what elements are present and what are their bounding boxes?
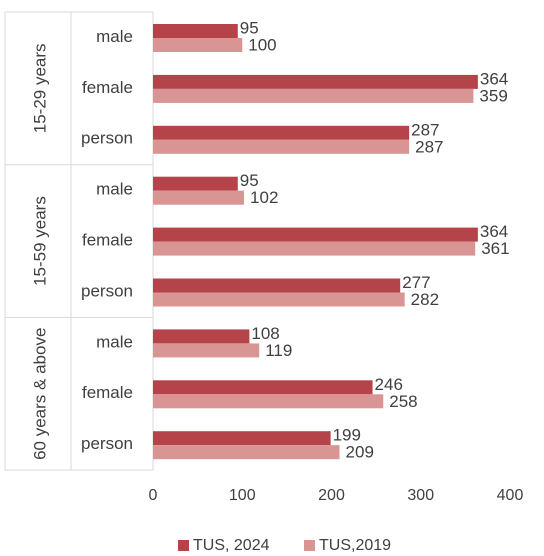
x-tick-label: 0 xyxy=(149,487,158,504)
data-label: 287 xyxy=(411,120,439,139)
legend-label: TUS, 2024 xyxy=(193,537,270,554)
bar-tus-2024 xyxy=(153,24,238,38)
data-labels: 9510036435928728795102364361277282108119… xyxy=(240,18,510,461)
legend-swatch xyxy=(304,540,315,551)
bar-tus-2024 xyxy=(153,74,478,89)
data-label: 361 xyxy=(481,239,509,258)
category-label: male xyxy=(96,332,133,351)
bar-tus-2024 xyxy=(153,125,410,140)
data-label: 246 xyxy=(375,375,403,394)
bars xyxy=(153,24,478,460)
axes: 15-29 years male female person 15-59 years ma… xyxy=(4,11,524,504)
data-label: 108 xyxy=(251,324,279,343)
data-label: 359 xyxy=(479,86,507,105)
category-label: person xyxy=(81,281,133,300)
category-label: female xyxy=(82,383,133,402)
data-label: 287 xyxy=(415,137,443,156)
category-label: female xyxy=(82,231,133,250)
bar-tus-2024 xyxy=(153,431,331,446)
data-label: 100 xyxy=(248,35,276,54)
bar-tus-2019 xyxy=(153,343,260,358)
bar-tus-2024 xyxy=(153,176,238,191)
data-label: 258 xyxy=(389,392,417,411)
data-label: 102 xyxy=(250,188,278,207)
data-label: 209 xyxy=(346,443,374,462)
bar-tus-2024 xyxy=(153,278,401,293)
legend-label: TUS,2019 xyxy=(319,537,391,554)
group-label: 15-29 years xyxy=(30,43,49,133)
data-label: 95 xyxy=(240,18,259,37)
bar-tus-2019 xyxy=(153,38,243,52)
category-label: person xyxy=(81,434,133,453)
category-label: person xyxy=(81,129,133,148)
bar-tus-2019 xyxy=(153,88,474,103)
category-label: male xyxy=(96,180,133,199)
bar-tus-2019 xyxy=(153,241,476,256)
data-label: 364 xyxy=(480,69,508,88)
x-tick-label: 100 xyxy=(229,487,256,504)
category-label: female xyxy=(82,78,133,97)
data-label: 277 xyxy=(402,273,430,292)
legend-swatch xyxy=(178,540,189,551)
legend: TUS, 2024 TUS,2019 xyxy=(178,537,391,554)
data-label: 119 xyxy=(265,341,292,360)
x-tick-label: 200 xyxy=(318,487,345,504)
bar-tus-2019 xyxy=(153,445,340,460)
bar-tus-2019 xyxy=(153,394,384,409)
group-label: 60 years & above xyxy=(30,328,49,460)
bar-tus-2024 xyxy=(153,380,373,395)
bar-tus-2019 xyxy=(153,139,410,154)
bar-tus-2019 xyxy=(153,292,405,307)
category-label: male xyxy=(96,27,133,46)
x-tick-label: 300 xyxy=(407,487,434,504)
data-label: 95 xyxy=(240,171,259,190)
x-tick-label: 400 xyxy=(497,487,524,504)
data-label: 364 xyxy=(480,222,508,241)
bar-tus-2024 xyxy=(153,227,478,242)
bar-tus-2019 xyxy=(153,190,245,205)
bar-tus-2024 xyxy=(153,329,250,344)
group-label: 15-59 years xyxy=(30,196,49,286)
data-label: 199 xyxy=(333,426,361,445)
data-label: 282 xyxy=(411,290,439,309)
